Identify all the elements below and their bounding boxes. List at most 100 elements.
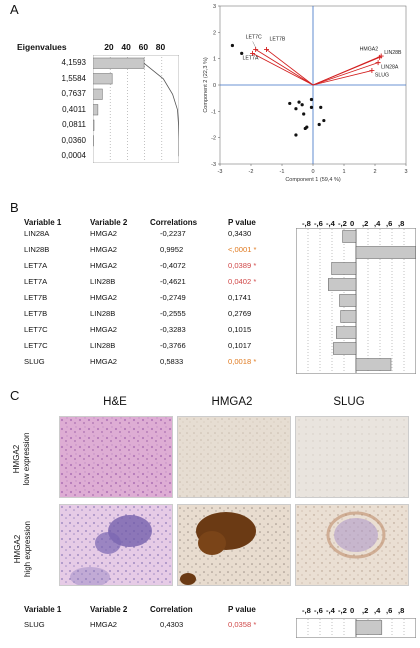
correlation-bars-b bbox=[296, 228, 416, 374]
correlation-bar bbox=[336, 326, 357, 339]
eigen-tick-label: 20 bbox=[104, 42, 114, 52]
cell-p-value: 0,0389 * bbox=[228, 261, 257, 270]
pca-loading-arrow bbox=[252, 53, 314, 86]
pca-score-point bbox=[230, 43, 234, 48]
pca-score-point bbox=[288, 101, 292, 106]
cell-variable-2: HMGA2 bbox=[90, 357, 118, 366]
column-title-hmga2: HMGA2 bbox=[211, 396, 253, 408]
pca-loading-marker bbox=[375, 60, 381, 66]
pca-score-point bbox=[309, 105, 314, 109]
header-c-variable-1: Variable 1 bbox=[24, 605, 62, 614]
eigenvalue-bars bbox=[93, 55, 179, 163]
axis-tick-label: ,6 bbox=[386, 219, 393, 228]
axis-tick-label: ,2 bbox=[362, 606, 369, 615]
header-correlations: Correlations bbox=[150, 218, 198, 227]
axis-tick-label: 0 bbox=[350, 606, 355, 615]
cell-p-value: 0,0018 * bbox=[228, 357, 257, 366]
cell-p-value: 0,0358 * bbox=[228, 620, 257, 629]
axis-tick-label: ,8 bbox=[398, 219, 405, 228]
hmga2-low-expression-image bbox=[177, 416, 291, 498]
pca-ytick-label: -3 bbox=[211, 162, 216, 168]
cell-variable-1: LIN28A bbox=[24, 229, 50, 238]
axis-tick-label: ,4 bbox=[374, 219, 381, 228]
pca-ytick-label: -1 bbox=[211, 109, 216, 115]
cell-variable-2: HMGA2 bbox=[90, 325, 118, 334]
pca-ytick-label: 2 bbox=[213, 30, 216, 36]
pca-loading-label: LET7C bbox=[246, 34, 262, 40]
axis-tick-label: -,4 bbox=[326, 219, 335, 228]
cell-variable-2: LIN28B bbox=[90, 309, 116, 318]
cell-p-value: 0,1015 bbox=[228, 325, 252, 334]
eigen-bar bbox=[93, 57, 145, 69]
header-variable-2: Variable 2 bbox=[90, 218, 128, 227]
header-c-variable-2: Variable 2 bbox=[90, 605, 128, 614]
panel-label-b: B bbox=[10, 200, 19, 215]
axis-tick-label: ,4 bbox=[374, 606, 381, 615]
axis-tick-label: ,6 bbox=[386, 606, 393, 615]
cell-p-value: 0,3430 bbox=[228, 229, 252, 238]
eigen-tick-label: 80 bbox=[155, 42, 166, 52]
eigen-value: 0,0811 bbox=[62, 120, 86, 129]
pca-score-point bbox=[317, 122, 321, 127]
pca-xtick-label: -2 bbox=[249, 169, 254, 175]
cell-variable-1: SLUG bbox=[24, 357, 45, 366]
eigen-value: 0,0360 bbox=[61, 135, 86, 145]
cell-variable-2: HMGA2 bbox=[90, 245, 118, 254]
cell-correlation: -0,3283 bbox=[160, 325, 186, 334]
axis-tick-label: -,6 bbox=[314, 219, 323, 228]
eigen-bar bbox=[93, 104, 99, 116]
pca-loading-arrow bbox=[255, 49, 314, 86]
hmga2-high-expression-image bbox=[177, 504, 291, 586]
pca-score-point bbox=[303, 126, 307, 131]
pca-loading-label: LET7B bbox=[270, 36, 286, 42]
pca-loading-marker bbox=[264, 46, 269, 52]
eigen-tick-label: 60 bbox=[138, 42, 149, 52]
axis-tick-label: ,8 bbox=[398, 606, 405, 615]
pca-xlabel: Component 1 (59,4 %) bbox=[285, 177, 341, 183]
cell-p-value: 0,0402 * bbox=[228, 277, 257, 286]
pca-score-point bbox=[319, 105, 323, 109]
correlation-bar bbox=[333, 342, 357, 355]
eigen-value: 0,0004 bbox=[61, 151, 86, 160]
cell-variable-2: LIN28B bbox=[90, 277, 116, 286]
correlation-bar bbox=[340, 310, 357, 323]
cell-variable-1: LET7C bbox=[24, 341, 48, 350]
cell-variable-2: HMGA2 bbox=[90, 620, 118, 629]
pca-loading-marker bbox=[253, 46, 259, 52]
pca-loading-marker bbox=[378, 53, 384, 59]
cell-p-value: 0,2769 bbox=[228, 309, 252, 318]
cell-variable-1: LET7A bbox=[24, 277, 48, 286]
slug-high-expression-image bbox=[295, 504, 409, 586]
eigen-bar bbox=[93, 119, 95, 131]
header-variable-1: Variable 1 bbox=[24, 218, 62, 227]
eigenvalues-header: Eigenvalues bbox=[17, 42, 67, 52]
eigen-value: 4,1593 bbox=[61, 58, 86, 67]
cell-variable-2: HMGA2 bbox=[90, 229, 118, 238]
cell-variable-1: LET7B bbox=[24, 293, 48, 302]
pca-score-point bbox=[300, 103, 304, 107]
eigen-cumulative-line bbox=[143, 62, 179, 157]
he-high-expression-image bbox=[59, 504, 173, 586]
pca-loading-marker bbox=[369, 68, 375, 74]
eigen-bar bbox=[93, 88, 103, 100]
pca-ytick-label: 1 bbox=[213, 57, 216, 63]
pca-loading-arrow bbox=[312, 70, 373, 86]
cell-correlation: -0,4621 bbox=[160, 277, 186, 286]
column-title-slug: SLUG bbox=[333, 396, 365, 408]
pca-biplot: -3 -2 -1 0 1 2 3 3 2 1 0 -1 -2 -3 Component 1 (59,4 %)… bbox=[203, 4, 408, 183]
pca-xtick-label: -1 bbox=[280, 169, 285, 175]
pca-ylabel: Component 2 (22,3 %) bbox=[203, 57, 209, 113]
pca-xtick-label: -3 bbox=[218, 169, 223, 175]
pca-xtick-label: 1 bbox=[342, 169, 345, 175]
cell-variable-2: LIN28B bbox=[90, 341, 116, 350]
row-label-low-expression: HMGA2 low expression bbox=[12, 432, 31, 486]
cell-correlation: -0,2237 bbox=[160, 229, 186, 238]
pca-loading-label: LIN28A bbox=[381, 65, 399, 71]
eigen-bar bbox=[93, 73, 113, 85]
pca-label-leader bbox=[252, 41, 256, 48]
eigen-value: 1,5584 bbox=[61, 73, 86, 83]
pca-loading-arrow bbox=[266, 49, 314, 86]
header-c-p-value: P value bbox=[228, 605, 256, 614]
row-label-high-expression: HMGA2 high expression bbox=[13, 520, 32, 578]
eigen-value: 0,7637 bbox=[61, 89, 86, 98]
